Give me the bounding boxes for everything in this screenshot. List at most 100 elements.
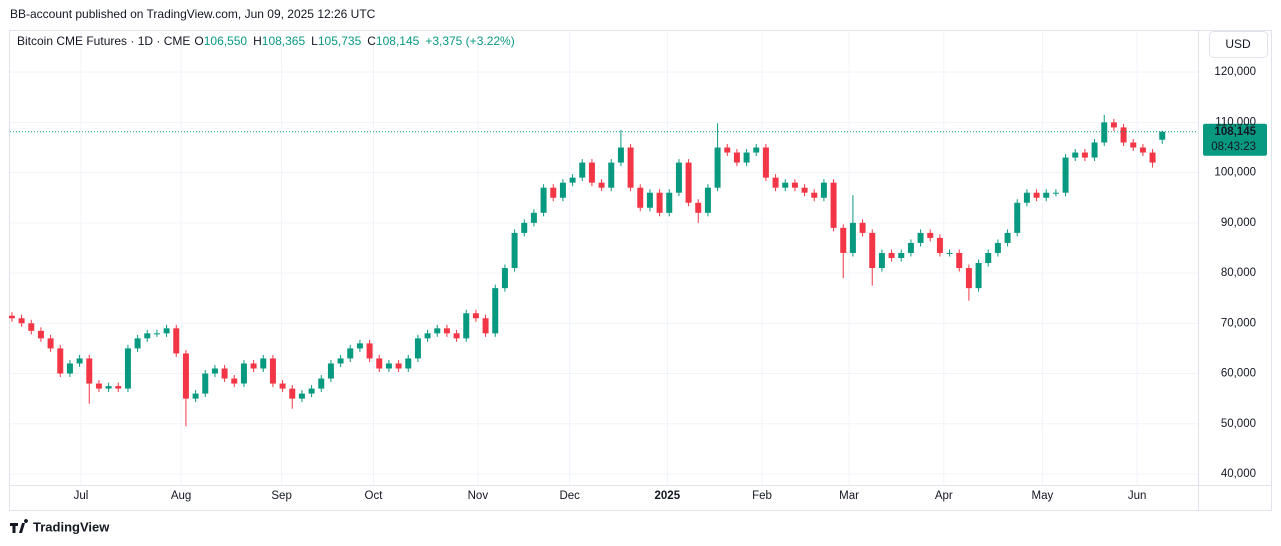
candle-body [956,252,963,269]
candle-body [1062,157,1069,193]
candle-body [608,162,615,188]
candle-body [182,353,189,399]
candle-body [482,318,489,334]
candle-body [192,393,199,399]
legend-text: L [311,34,318,48]
x-tick-label: Oct [365,490,384,502]
x-tick-label: 2025 [655,490,681,502]
candle-body [1139,147,1146,153]
candle-body [356,343,363,349]
candle-body [656,192,663,213]
grid [10,30,1198,485]
candle-body [347,348,354,359]
candle-body [66,363,73,374]
y-tick-label: 40,000 [1221,468,1256,480]
candle-body [1072,152,1079,158]
brand: TradingView [33,519,110,534]
candles [8,114,1166,427]
legend-text: O [194,34,203,48]
x-tick-label: May [1032,490,1054,502]
candle-body [762,147,769,178]
legend-text: C [367,34,376,48]
candle-body [47,338,54,349]
currency[interactable]: USD [1225,37,1251,51]
candle-body [240,363,247,384]
x-tick-label: Sep [271,490,291,502]
legend-text: 106,550 [204,34,248,48]
y-tick-label: 60,000 [1221,368,1256,380]
candle-body [1033,192,1040,198]
candle-body [414,338,421,359]
x-tick-label: Jun [1128,490,1147,502]
candle-body [211,368,218,374]
candle-body [733,152,740,163]
candle-body [289,388,296,399]
y-tick-label: 110,000 [1215,116,1256,128]
legend-text: 108,365 [262,34,306,48]
candle-body [385,363,392,369]
candle-body [704,187,711,213]
currency-button[interactable] [1209,31,1268,58]
candle-body [1014,202,1021,233]
candle-body [308,388,315,394]
candle-body [617,147,624,163]
legend-text: 105,735 [318,34,362,48]
published-line: BB-account published on TradingView.com,… [10,7,376,21]
candle-body [8,315,15,319]
candle-body [840,227,847,253]
candle-body [134,338,141,349]
candle-body [279,383,286,389]
candle-body [820,182,827,198]
candle-body [985,252,992,264]
candle-body [965,268,972,289]
candle-body [424,333,431,339]
candle-body [685,162,692,203]
candle-body [1120,127,1127,143]
last-price: 108,145 [1214,126,1256,138]
x-tick-label: Aug [171,490,191,502]
candle-body [1110,122,1117,128]
price-tag: 108,145 08:43:23 [10,123,1267,156]
frame [9,30,1272,511]
candle-body [1091,142,1098,158]
candle-body [405,358,412,369]
brand-logo [10,519,29,533]
candle-body [521,222,528,233]
candle-body [540,187,547,213]
candle-body [1101,122,1108,143]
candle-body [801,187,808,193]
candle-body [782,182,789,188]
candle-body [724,147,731,153]
candle-body [559,182,566,198]
candle-body [888,252,895,259]
candle-body [1149,152,1156,163]
candle-body [57,348,64,374]
candle-body [221,368,228,379]
candle-body [1043,192,1050,198]
candle-body [579,162,586,178]
candle-body [202,373,209,394]
x-tick-label: Jul [74,490,89,502]
candle-body [859,222,866,233]
candle-body [569,177,576,183]
candle-body [37,330,44,339]
candle-body [260,358,267,369]
candle-body [695,202,702,213]
candle-body [453,333,460,339]
candle-body [163,328,170,334]
candle-body [1023,192,1030,203]
candle-body [666,192,673,213]
last-price-box [1203,123,1267,156]
candle-body [772,177,779,188]
legend-text: 108,145 [376,34,420,48]
candle-body [743,152,750,163]
candle-body [1081,152,1088,158]
candle-body [530,212,537,223]
legend-text: H [253,34,262,48]
candle-body [18,318,25,324]
candle-body [115,386,122,389]
candle-body [946,252,953,254]
x-tick-label: Apr [935,490,953,502]
